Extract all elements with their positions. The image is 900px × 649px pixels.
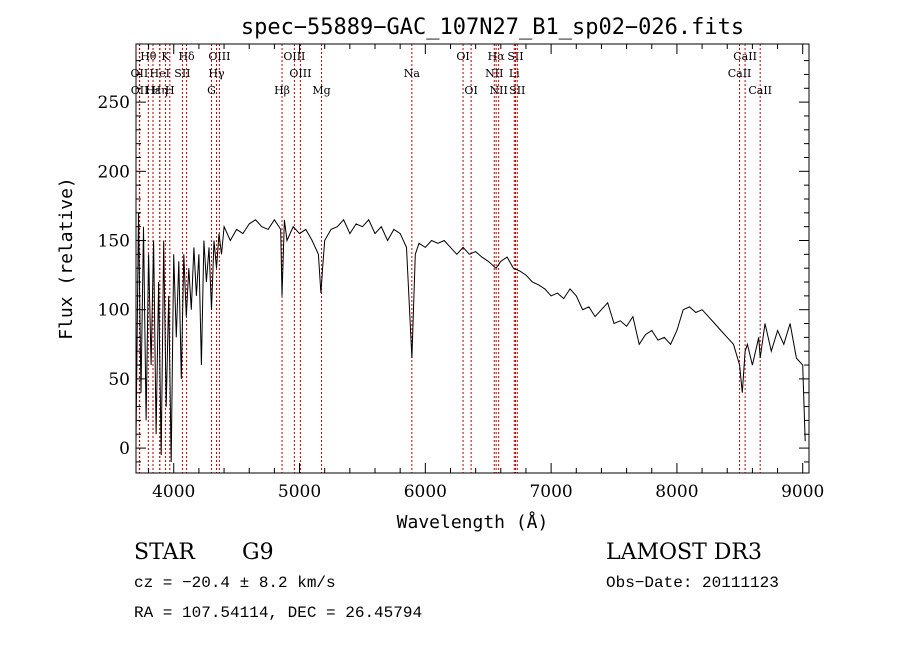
chart-title: spec−55889−GAC_107N27_B1_sp02−026.fits [241, 15, 744, 40]
spectral-line-label: NII [490, 84, 508, 97]
x-tick-label: 9000 [781, 482, 824, 502]
x-tick-label: 8000 [655, 482, 698, 502]
spectral-line-label: Mg [312, 84, 330, 97]
spectral-line-label: OI [456, 50, 469, 63]
x-tick-label: 4000 [152, 482, 195, 502]
spectral-line-label: G [207, 84, 216, 97]
y-axis-title: Flux (relative) [56, 177, 77, 340]
spectral-line-label: CaII [748, 84, 772, 97]
y-tick-label: 150 [98, 232, 130, 252]
x-tick-label: 7000 [529, 482, 572, 502]
spectral-line-label: Hγ [208, 67, 225, 80]
spectral-line-label: Hδ [178, 50, 195, 63]
spectral-line-label: OIII [289, 67, 311, 80]
spectral-line-label: K [161, 50, 170, 63]
spectral-line-label: OII [131, 84, 149, 97]
spectral-line-label: Na [404, 67, 421, 80]
spectrum-series-line [135, 212, 806, 462]
spectral-line-label: NII [485, 67, 503, 80]
spectral-line-label: CaII [733, 50, 757, 63]
y-tick-label: 200 [98, 162, 130, 182]
x-tick-label: 5000 [278, 482, 321, 502]
spectral-line-label: Hβ [274, 84, 290, 97]
spectral-line-label: SII [507, 50, 523, 63]
coordinates-label: RA = 107.54114, DEC = 26.45794 [134, 604, 423, 622]
y-tick-label: 50 [108, 370, 130, 390]
spectral-line-label: CaII [728, 67, 752, 80]
redshift-label: cz = −20.4 ± 8.2 km/s [134, 574, 336, 592]
spectral-line-label: SII [174, 67, 190, 80]
object-class: STAR [134, 540, 195, 565]
y-tick-label: 250 [98, 93, 130, 113]
plot-frame [135, 43, 810, 474]
spectral-line-label: Hη [152, 84, 168, 97]
survey-label: LAMOST DR3 [606, 540, 762, 565]
x-axis-title: Wavelength (Å) [397, 511, 549, 533]
object-subclass: G9 [242, 540, 274, 565]
spectral-line-label: OIII [208, 50, 230, 63]
spectral-line-label: SII [509, 84, 525, 97]
spectral-line-label: Hα [488, 50, 506, 63]
spectral-line-label: Hε [145, 84, 161, 97]
obs-date-label: Obs−Date: 20111123 [606, 574, 779, 592]
spectral-line-label: Li [509, 67, 520, 80]
spectral-line-label: OIII [283, 50, 305, 63]
y-tick-label: 0 [119, 439, 130, 459]
spectral-line-label: H [165, 84, 175, 97]
x-tick-label: 6000 [404, 482, 447, 502]
y-tick-label: 100 [98, 301, 130, 321]
spectral-line-label: Hθ [140, 50, 157, 63]
spectral-line-label: OI [464, 84, 477, 97]
